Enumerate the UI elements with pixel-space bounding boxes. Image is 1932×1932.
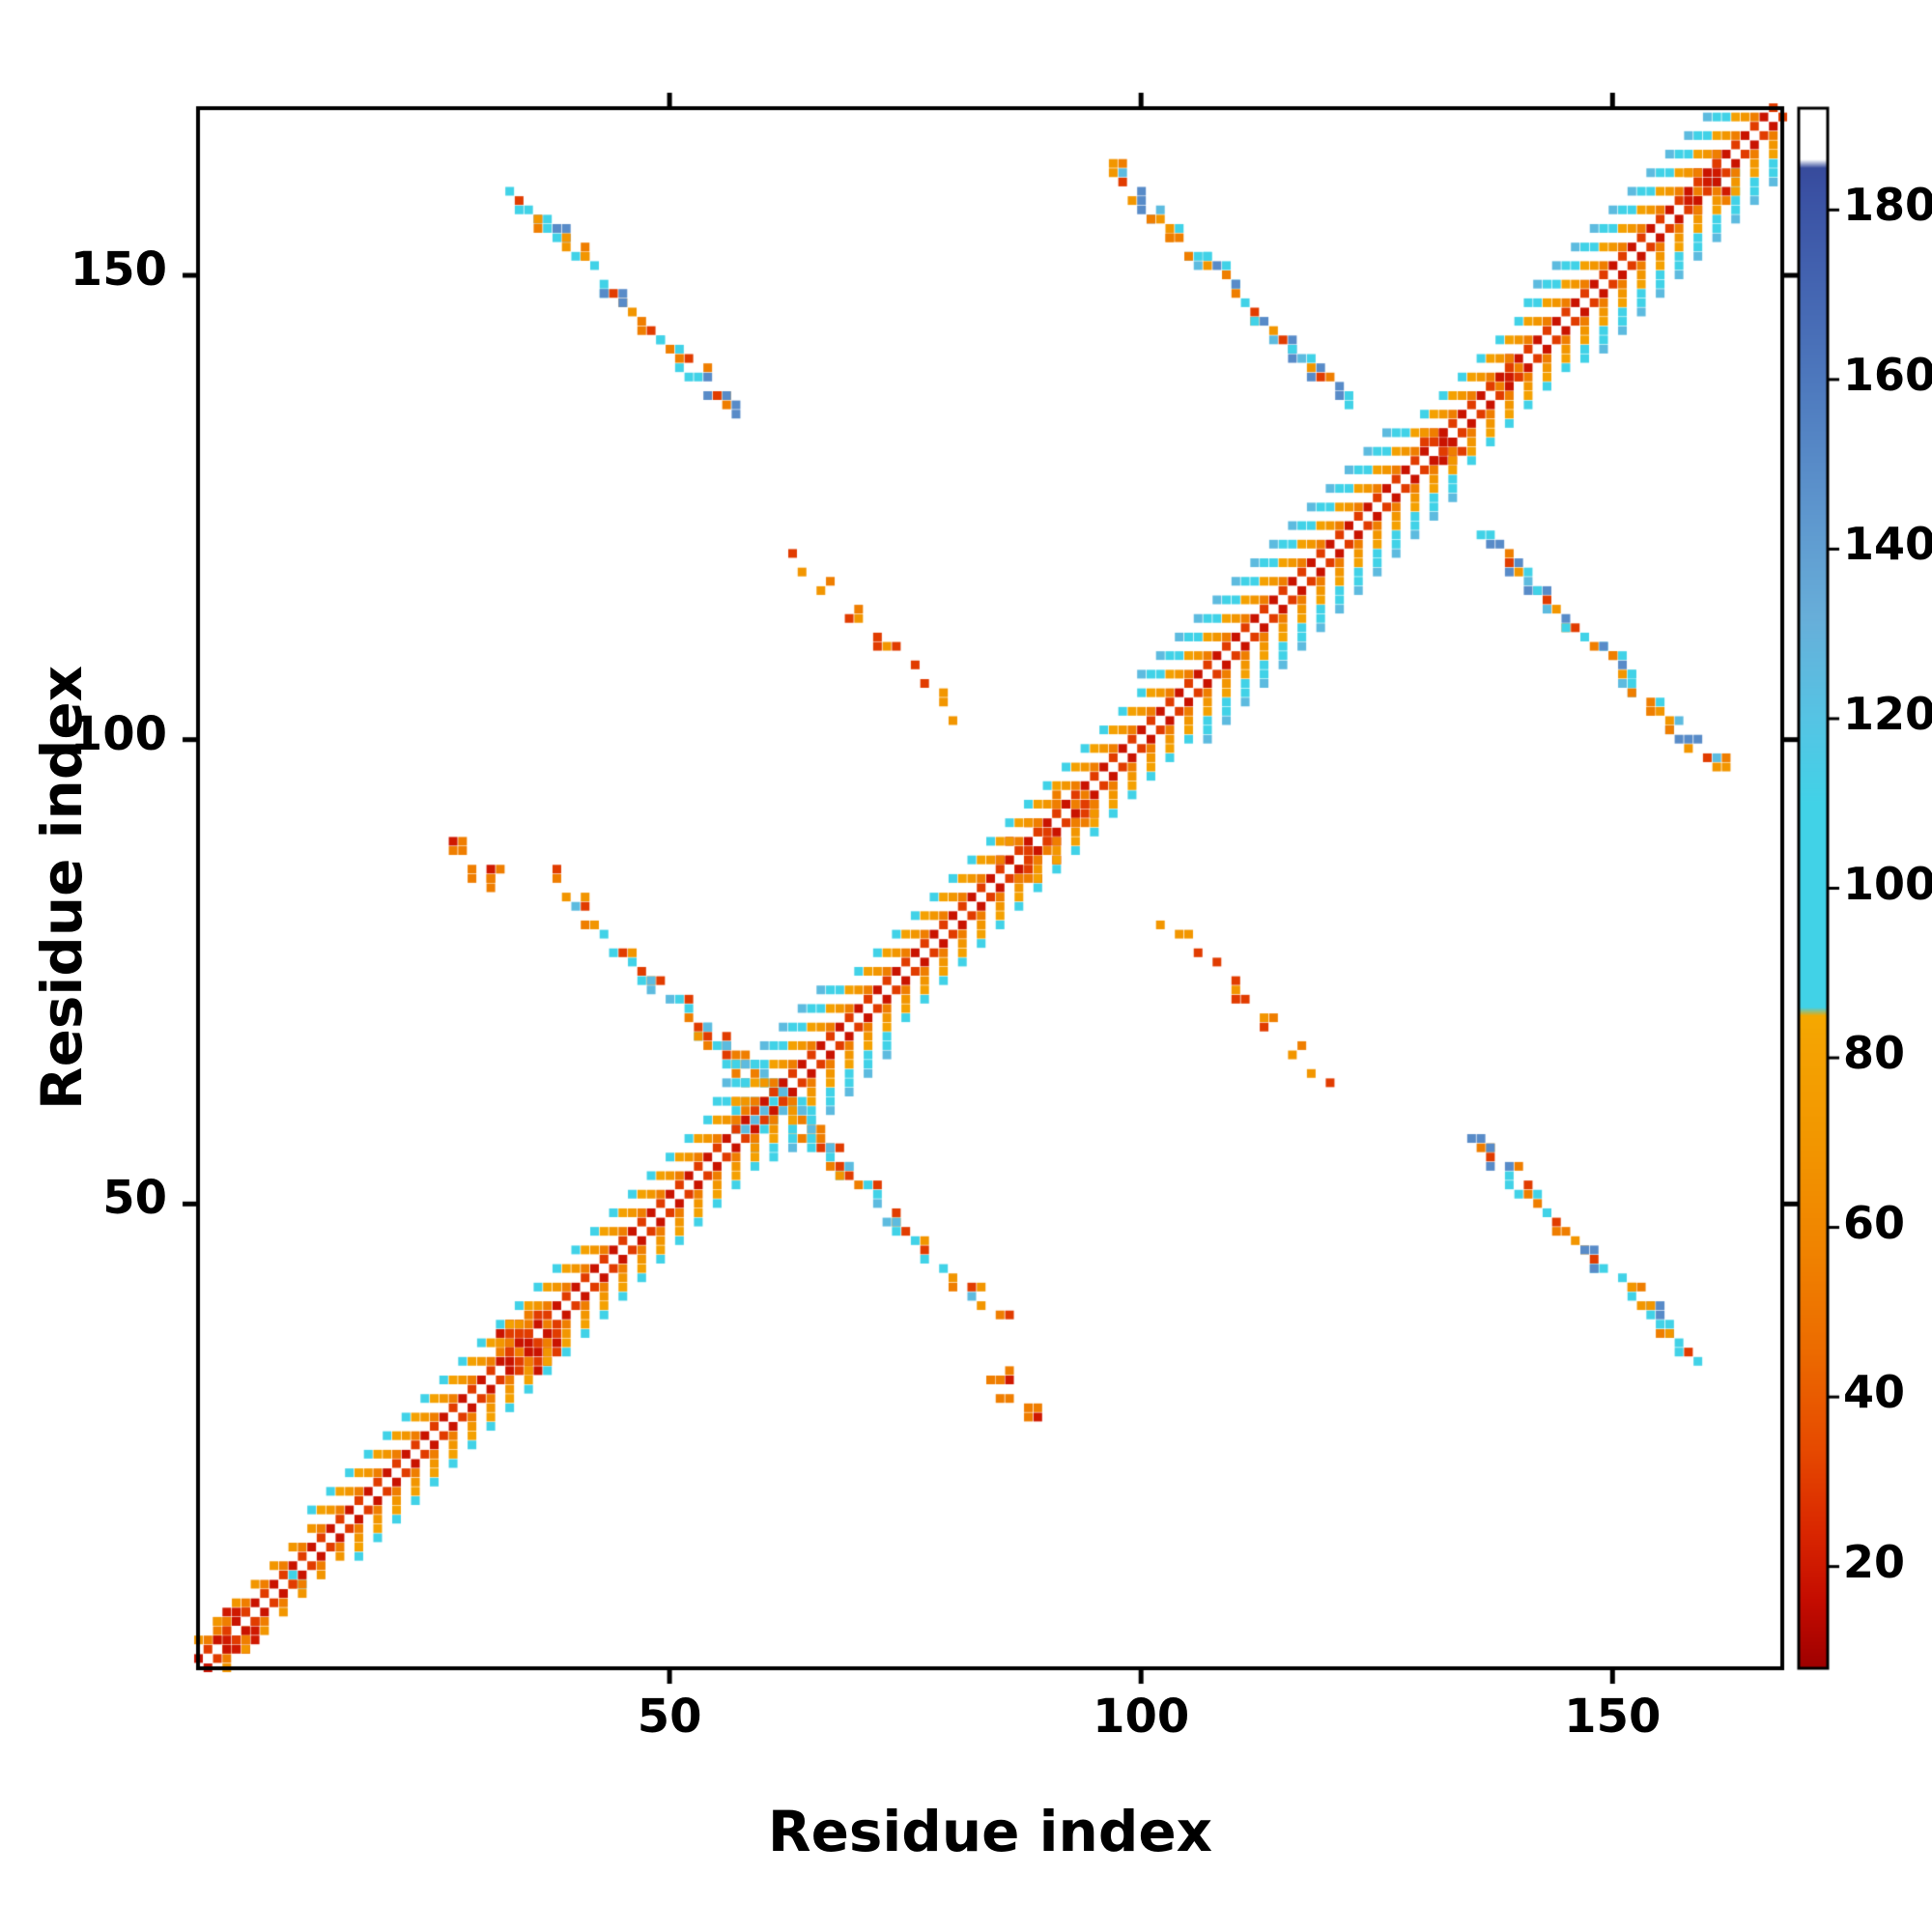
contact-map-canvas [0,0,1932,1932]
contact-map-figure: Residue index Residue index 50 100 150 50 10… [0,0,1932,1932]
